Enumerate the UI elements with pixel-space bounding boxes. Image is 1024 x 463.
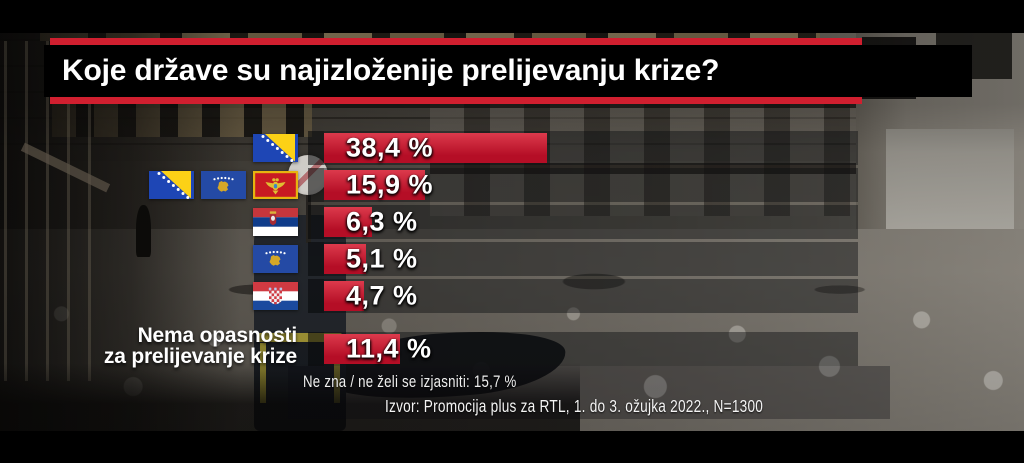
row-category-label: Nema opasnosti za prelijevanje krize [103, 324, 297, 368]
row-flags [253, 134, 298, 162]
bar-fill [324, 133, 547, 163]
chart-row: 4,7 % [0, 279, 1024, 313]
bar-value-label: 5,1 % [346, 243, 418, 274]
title-accent-bottom [50, 97, 862, 104]
photo-person-silhouette [136, 205, 151, 257]
flag-montenegro-icon [253, 171, 298, 199]
flag-croatia-icon [253, 282, 298, 310]
flag-serbia-icon [253, 208, 298, 236]
bar-fill [324, 281, 364, 311]
bar-track-stub [308, 279, 324, 313]
bar-track-stub [308, 205, 324, 239]
bar-track-stub [308, 332, 324, 366]
bar-track-stub [308, 168, 324, 202]
photo-upper-wall-band [40, 33, 820, 41]
chart-row: 6,3 % [0, 205, 1024, 239]
bar-value-label: 15,9 % [346, 169, 434, 200]
bar-track: 4,7 % [308, 279, 858, 313]
bar-track: 38,4 % [308, 131, 858, 165]
bar-fill [324, 334, 400, 364]
bar-track: 6,3 % [308, 205, 858, 239]
photo-sign-pole [306, 195, 311, 243]
footnote: Ne zna / ne želi se izjasniti: 15,7 % [303, 372, 517, 391]
bar-value-label: 11,4 % [346, 333, 432, 364]
bar-value-label: 38,4 % [346, 132, 434, 163]
bar-track-stub [308, 131, 324, 165]
bar-track: 11,4 % [308, 332, 858, 366]
chart-row: 38,4 % [0, 131, 1024, 165]
photo-cornice [430, 163, 860, 174]
bar-value-label: 4,7 % [346, 280, 418, 311]
bar-fill [324, 170, 425, 200]
flag-kosovo-icon [253, 245, 298, 273]
source-line: Izvor: Promocija plus za RTL, 1. do 3. o… [385, 396, 764, 416]
row-flags [253, 282, 298, 310]
hi-vis-stripe [258, 333, 342, 342]
photo-foreground-shadow [0, 363, 580, 431]
flag-bosnia-and-herzegovina-icon [149, 171, 194, 199]
title-block: Koje države su najizloženije prelijevanj… [44, 45, 972, 97]
chart-row: 5,1 % [0, 242, 1024, 276]
page-title: Koje države su najizloženije prelijevanj… [62, 54, 720, 87]
flag-bosnia-and-herzegovina-icon [253, 134, 298, 162]
caption-backdrop [288, 366, 890, 419]
bar-track: 15,9 % [308, 168, 858, 202]
row-flags [253, 208, 298, 236]
bar-track: 5,1 % [308, 242, 858, 276]
bar-fill [324, 244, 366, 274]
row-flags [149, 171, 298, 199]
bar-fill [324, 207, 372, 237]
chart-row: 15,9 % [0, 168, 1024, 202]
row-flags [253, 245, 298, 273]
bar-value-label: 6,3 % [346, 206, 418, 237]
flag-kosovo-icon [201, 171, 246, 199]
chart-row: Nema opasnosti za prelijevanje krize 11,4… [0, 325, 1024, 367]
bar-track-stub [308, 242, 324, 276]
title-accent-top [50, 38, 862, 45]
